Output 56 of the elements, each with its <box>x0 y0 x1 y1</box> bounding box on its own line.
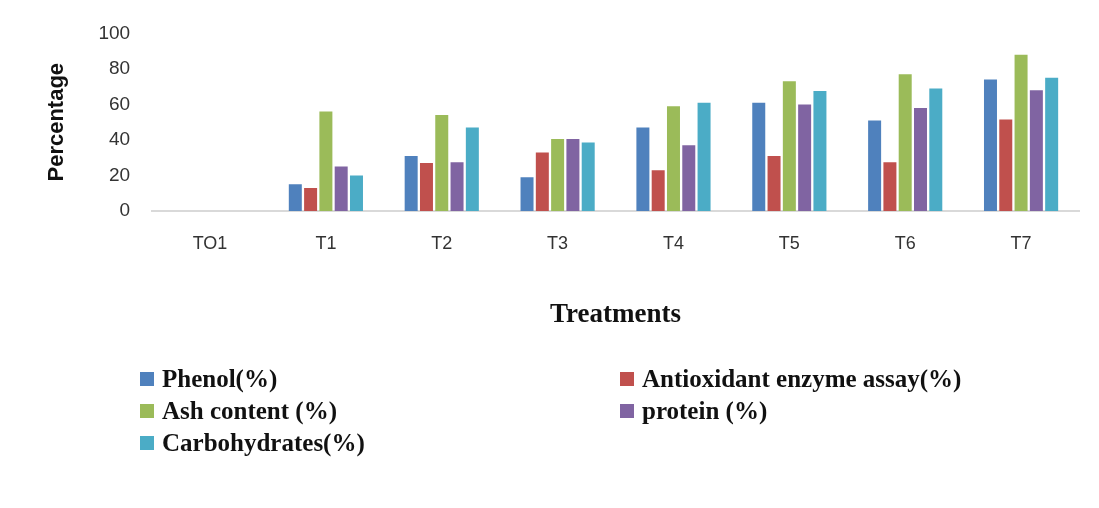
x-tick-label: T5 <box>778 232 800 253</box>
bar <box>868 120 882 211</box>
y-axis-title: Percentage <box>43 62 69 182</box>
y-tick-label: 80 <box>108 57 131 79</box>
y-tick-label: 20 <box>108 163 131 185</box>
bar <box>535 152 549 211</box>
bar <box>813 91 827 211</box>
bar <box>782 81 796 211</box>
bar <box>883 162 897 211</box>
bar <box>404 155 418 211</box>
legend-label: Antioxidant enzyme assay(%) <box>642 365 962 393</box>
y-tick-label: 0 <box>119 199 131 221</box>
legend-label: Carbohydrates(%) <box>162 429 365 457</box>
bar <box>566 139 580 211</box>
legend-label: Ash content (%) <box>162 397 337 425</box>
bar <box>349 175 363 211</box>
bar <box>666 106 680 211</box>
x-tick-label: T4 <box>662 232 684 253</box>
x-tick-label: T1 <box>315 232 337 253</box>
bar <box>798 104 812 211</box>
bar <box>288 184 302 211</box>
bar <box>334 166 348 211</box>
y-tick-label: 100 <box>98 21 131 43</box>
bar <box>450 162 464 211</box>
bar <box>435 115 449 211</box>
bar <box>983 79 997 211</box>
bar <box>419 163 433 211</box>
y-tick-label: 60 <box>108 92 131 114</box>
bar <box>752 102 766 211</box>
bar <box>767 155 781 211</box>
bar <box>682 145 696 211</box>
bar <box>898 74 912 211</box>
bar <box>636 127 650 211</box>
bar <box>319 111 333 211</box>
bar <box>465 127 479 211</box>
bar <box>929 88 943 211</box>
bar <box>697 102 711 211</box>
bar <box>304 187 318 211</box>
bar <box>1014 54 1028 211</box>
y-tick-label: 40 <box>108 128 131 150</box>
x-tick-label: TO1 <box>192 232 228 253</box>
x-tick-label: T3 <box>547 232 569 253</box>
bar <box>999 119 1013 211</box>
legend-label: protein (%) <box>642 397 768 425</box>
bar <box>581 142 595 211</box>
bar <box>1045 77 1059 211</box>
bar <box>651 170 665 211</box>
x-tick-label: T6 <box>894 232 916 253</box>
bar <box>551 139 565 211</box>
bar <box>1029 90 1043 211</box>
bar <box>914 107 927 211</box>
x-tick-label: T7 <box>1010 232 1032 253</box>
legend-label: Phenol(%) <box>162 365 278 393</box>
bar <box>520 177 534 211</box>
x-axis-title: Treatments <box>550 297 682 328</box>
x-tick-label: T2 <box>431 232 453 253</box>
